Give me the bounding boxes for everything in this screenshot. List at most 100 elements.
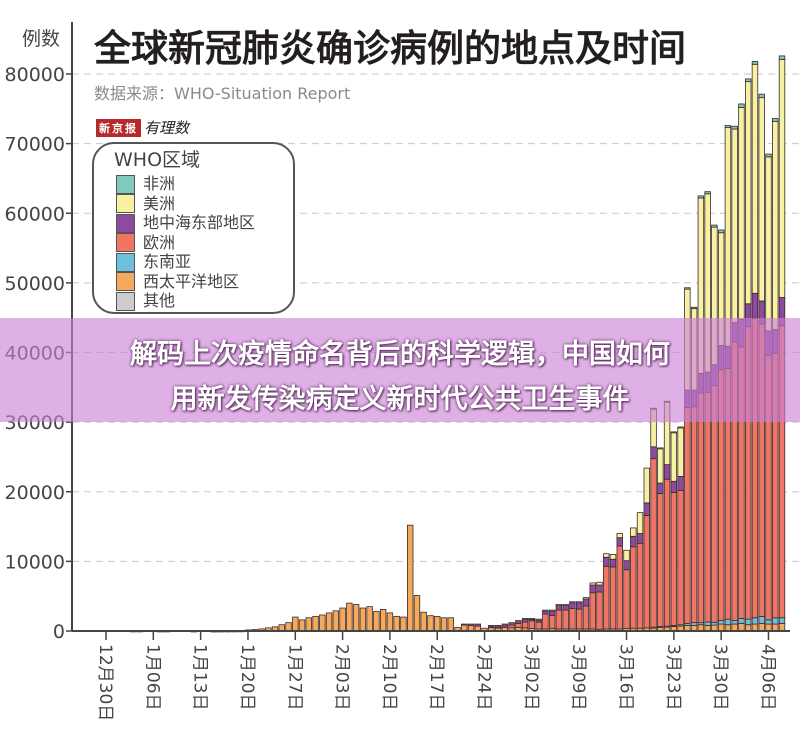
- bar-segment: [603, 565, 610, 630]
- legend-item: 西太平洋地区: [116, 272, 239, 292]
- x-tick-label: 1月13日: [190, 644, 210, 710]
- legend-label: 东南亚: [143, 252, 192, 271]
- bar-segment: [636, 542, 644, 629]
- headline-banner[interactable]: 解码上次疫情命名背后的科学逻辑，中国如何 用新发传染病定义新时代公共卫生事件: [0, 318, 800, 422]
- bar-segment: [690, 406, 698, 624]
- bar-segment: [312, 615, 319, 632]
- bar-segment: [731, 623, 738, 632]
- bar-segment: [298, 619, 306, 632]
- legend-swatch: [116, 272, 135, 291]
- bar-segment: [386, 612, 394, 632]
- bar-segment: [663, 464, 671, 480]
- x-tick-label: 1月06日: [142, 644, 162, 710]
- x-tick-label: 1月20日: [237, 644, 257, 710]
- bar-segment: [555, 609, 563, 630]
- bar-segment: [609, 558, 617, 568]
- bar-segment: [508, 622, 515, 626]
- bar-segment: [690, 306, 698, 310]
- bar-segment: [778, 58, 786, 298]
- bar-segment: [711, 224, 718, 228]
- bar-segment: [684, 287, 691, 290]
- bar-segment: [548, 609, 556, 612]
- bar-segment: [751, 63, 759, 294]
- bar-segment: [677, 426, 684, 429]
- bar-segment: [758, 97, 765, 302]
- bar-segment: [697, 392, 705, 624]
- bar-segment: [535, 621, 542, 630]
- bar-segment: [562, 604, 569, 611]
- bar-segment: [589, 584, 596, 594]
- bar-segment: [576, 602, 583, 610]
- bar-segment: [738, 618, 745, 624]
- data-source: 数据来源：WHO-Situation Report: [94, 84, 351, 103]
- bar-segment: [772, 120, 779, 330]
- bar-segment: [393, 615, 400, 632]
- legend-title: WHO区域: [114, 149, 201, 171]
- bar-segment: [366, 606, 373, 632]
- bar-segment: [738, 107, 745, 320]
- bar-segment: [677, 427, 684, 477]
- bar-segment: [630, 546, 637, 629]
- bar-segment: [305, 617, 312, 632]
- bar-segment: [427, 615, 434, 632]
- bar-segment: [562, 609, 569, 630]
- bar-segment: [751, 292, 759, 319]
- bar-segment: [704, 191, 711, 195]
- bar-segment: [325, 612, 333, 632]
- bar-segment: [589, 582, 596, 586]
- bar-segment: [663, 478, 671, 627]
- y-tick-label: 80000: [5, 64, 65, 86]
- bar-segment: [643, 467, 650, 504]
- legend-swatch: [116, 291, 135, 311]
- bar-segment: [751, 61, 759, 65]
- bar-segment: [346, 602, 353, 632]
- bar-segment: [542, 609, 549, 612]
- bar-segment: [603, 553, 610, 558]
- legend-label: 西太平洋地区: [143, 271, 240, 291]
- bar-segment: [576, 601, 583, 604]
- bar-segment: [657, 482, 664, 494]
- bar-segment: [778, 55, 786, 60]
- y-tick-label: 70000: [5, 134, 65, 156]
- x-tick-label: 2月03日: [332, 644, 352, 710]
- bar-segment: [670, 492, 678, 626]
- headline-line-1: 解码上次疫情命名背后的科学逻辑，中国如何: [130, 339, 670, 370]
- bar-segment: [616, 537, 623, 547]
- bar-segment: [569, 601, 576, 604]
- x-tick-label: 3月16日: [616, 644, 636, 710]
- bar-segment: [515, 620, 522, 624]
- bar-segment: [447, 617, 454, 632]
- bar-segment: [643, 515, 650, 629]
- bar-segment: [589, 592, 596, 630]
- bar-segment: [650, 458, 657, 628]
- legend-swatch: [116, 194, 135, 213]
- bar-segment: [332, 610, 340, 632]
- bar-segment: [758, 615, 765, 624]
- bar-segment: [413, 595, 421, 632]
- bar-segment: [406, 524, 414, 632]
- logo: 新京报 有理数: [96, 117, 189, 138]
- bar-segment: [765, 156, 772, 332]
- bar-segment: [582, 598, 590, 607]
- bar-segment: [745, 78, 752, 83]
- bar-segment: [697, 195, 705, 199]
- legend-swatch: [116, 213, 135, 233]
- x-tick-label: 2月17日: [426, 644, 446, 710]
- y-tick-label: 0: [53, 621, 65, 643]
- bar-segment: [292, 616, 299, 632]
- legend-label: 欧洲: [143, 232, 176, 252]
- bar-segment: [616, 533, 623, 539]
- x-tick-label: 2月24日: [474, 644, 494, 710]
- x-tick-label: 3月30日: [710, 644, 730, 710]
- bar-segment: [521, 618, 529, 620]
- bar-segment: [643, 502, 650, 516]
- bar-segment: [501, 623, 509, 627]
- bar-segment: [440, 617, 448, 632]
- bar-segment: [778, 622, 786, 632]
- bar-segment: [555, 604, 563, 606]
- bar-segment: [379, 609, 387, 632]
- bar-segment: [751, 617, 759, 625]
- bar-segment: [731, 128, 738, 323]
- bar-segment: [528, 620, 536, 629]
- bar-segment: [359, 607, 367, 632]
